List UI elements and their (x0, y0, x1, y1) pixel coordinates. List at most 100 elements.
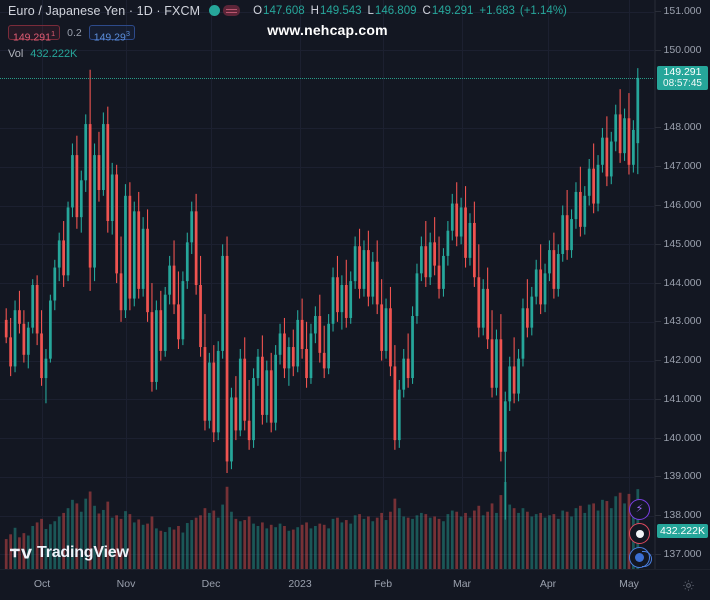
volume-bar (155, 528, 158, 570)
candle-body (468, 222, 472, 258)
volume-bar (4, 539, 8, 570)
candle-body (225, 255, 229, 462)
candle-body (194, 211, 198, 285)
gridline-horizontal (0, 477, 655, 478)
volume-tag: 432.222K (657, 523, 708, 538)
candle-body (371, 261, 375, 297)
volume-bar (570, 516, 573, 570)
gear-icon[interactable] (682, 579, 695, 592)
volume-bar (530, 516, 534, 570)
volume-bar (587, 504, 591, 570)
candle-body (274, 354, 277, 423)
tradingview-branding[interactable]: TradingView (10, 544, 129, 562)
volume-bar (424, 514, 428, 570)
candle-body (252, 378, 255, 441)
volume-bar (503, 482, 507, 570)
volume-bar (146, 523, 149, 570)
price-axis-tick: 147.000 (655, 160, 710, 173)
price-axis-tick: 145.000 (655, 238, 710, 251)
candle-body (62, 240, 65, 276)
volume-bar (539, 512, 542, 570)
candle-body (420, 246, 423, 274)
candle-body (336, 277, 339, 313)
open-value: 147.608 (263, 4, 305, 17)
volume-bar (437, 518, 441, 570)
volume-bar (208, 512, 211, 570)
volume-bar (442, 521, 445, 570)
volume-bar (406, 517, 410, 570)
volume-bar (9, 534, 12, 570)
indicator-upper-pill[interactable]: 149.2911 (8, 25, 61, 44)
gridline-vertical (629, 0, 630, 570)
candle-body (349, 281, 353, 318)
candle-body (181, 281, 185, 340)
candle-body (512, 366, 516, 394)
volume-bar (433, 516, 436, 570)
candle-body (561, 215, 565, 254)
candle-body (526, 308, 529, 328)
candle-body (331, 277, 335, 324)
candle-body (26, 327, 30, 355)
gridline-horizontal (0, 206, 655, 207)
indicator-row[interactable]: 149.2911 0.2 149.293 (8, 23, 567, 44)
lightning-bolt-icon[interactable]: ⚡ (629, 499, 650, 520)
close-value: 149.291 (431, 4, 474, 17)
gridline-horizontal (0, 283, 655, 284)
volume-bar (349, 523, 353, 570)
volume-bar (420, 512, 423, 570)
candle-body (305, 348, 308, 379)
volume-bar (71, 499, 74, 570)
volume-bar (389, 511, 392, 570)
volume-value: 432.222K (30, 47, 78, 60)
candle-body (203, 347, 207, 421)
candle-body (163, 294, 167, 351)
price-axis-tick: 139.000 (655, 470, 710, 483)
price-axis[interactable]: 151.000 150.000 148.000 147.000 146.000 145.0… (654, 0, 710, 570)
volume-bar (495, 512, 498, 570)
session-badge-icon (223, 5, 241, 16)
indicator-upper-sup: 1 (50, 29, 56, 38)
volume-bar (305, 522, 308, 570)
volume-bar (269, 524, 273, 570)
volume-bar (336, 517, 339, 570)
price-axis-tick: 150.000 (655, 44, 710, 57)
candle-body (477, 277, 481, 328)
candle-body (402, 358, 406, 390)
indicator-lower-sup: 3 (125, 29, 131, 38)
record-circle-icon[interactable] (629, 523, 650, 544)
symbol-title[interactable]: Euro / Japanese Yen · 1D · FXCM (8, 3, 201, 18)
volume-legend[interactable]: Vol 432.222K (8, 45, 567, 62)
volume-bar (256, 526, 260, 570)
volume-bar (150, 516, 154, 570)
chart-plot-area[interactable] (0, 0, 655, 570)
volume-bar (331, 518, 335, 570)
time-axis[interactable]: Oct Nov Dec 2023 Feb Mar Apr May (0, 569, 710, 600)
site-watermark: www.nehcap.com (267, 22, 388, 38)
gridline-horizontal (0, 322, 655, 323)
indicator-lower-pill[interactable]: 149.293 (88, 25, 136, 44)
candle-body (287, 347, 291, 369)
volume-bar (35, 522, 39, 570)
candle-body (534, 269, 538, 297)
candle-body (44, 358, 48, 379)
candle-body (110, 174, 114, 222)
volume-bar (592, 503, 595, 570)
candle-body (521, 308, 525, 359)
price-axis-divider (655, 0, 656, 570)
last-price-line (0, 78, 655, 79)
volume-bar (548, 515, 551, 570)
candle-body (486, 288, 489, 340)
volume-bar (464, 512, 467, 570)
candle-body (473, 222, 476, 278)
alert-ripple-icon[interactable] (629, 547, 652, 568)
volume-bar (203, 508, 207, 570)
price-axis-tick: 143.000 (655, 315, 710, 328)
volume-bar (561, 510, 565, 570)
candle-body (344, 285, 348, 318)
candle-body (543, 273, 547, 305)
volume-bar (618, 492, 622, 570)
volume-bar (534, 514, 538, 570)
volume-bar (601, 499, 604, 570)
gridline-vertical (42, 0, 43, 570)
symbol-row[interactable]: Euro / Japanese Yen · 1D · FXCM O 147.60… (8, 2, 567, 19)
